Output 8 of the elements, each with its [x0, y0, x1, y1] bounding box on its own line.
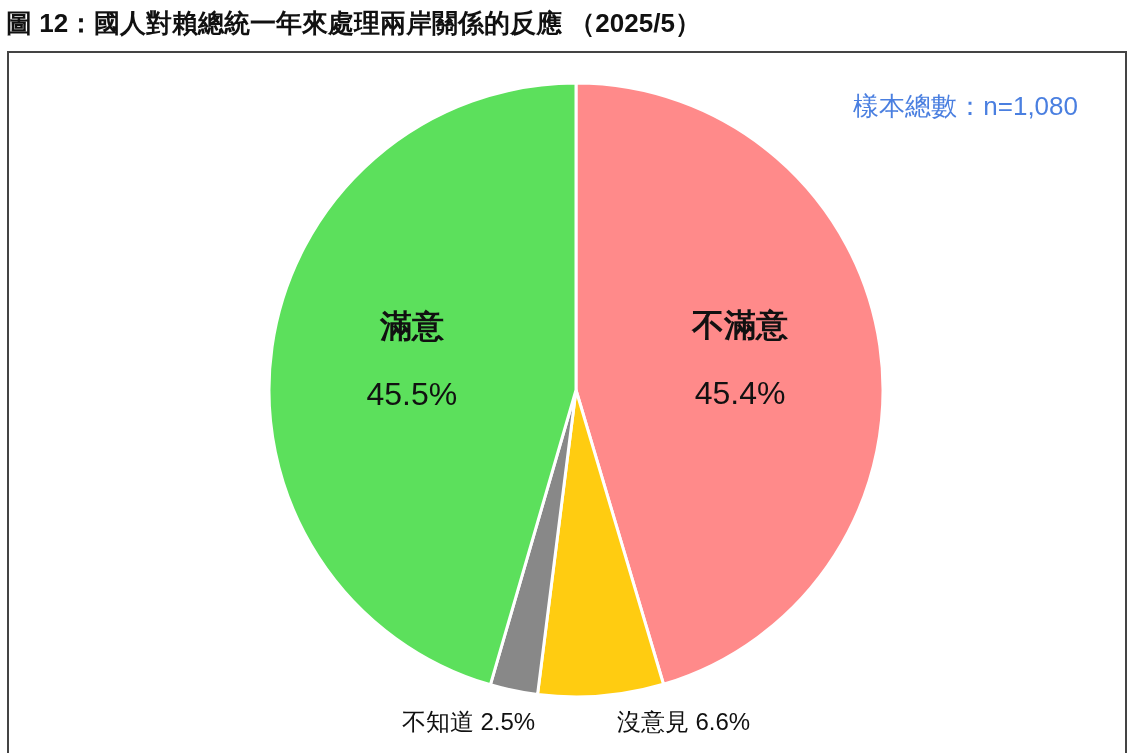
chart-title: 圖 12：國人對賴總統一年來處理兩岸關係的反應 （2025/5） — [6, 8, 701, 38]
data-label: 45.5% — [366, 375, 458, 412]
slice-label: 滿意 — [378, 307, 445, 344]
slice-label: 不知道 2.5% — [401, 708, 536, 735]
slice-label: 不滿意 — [691, 307, 790, 344]
text: 樣本總數：n=1,080 — [853, 91, 1078, 121]
slice-label: 沒意見 6.6% — [616, 708, 751, 735]
data-label: 45.4% — [694, 375, 786, 412]
